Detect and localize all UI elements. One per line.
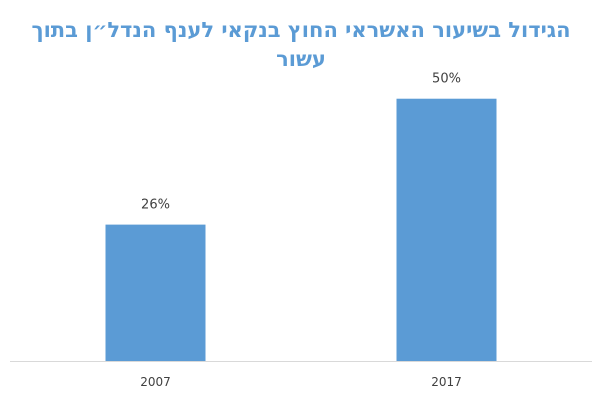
- bars-layer: [105, 98, 497, 361]
- data-label-2007: 26%: [141, 198, 170, 213]
- bar-2017: [396, 98, 497, 361]
- data-label-2017: 50%: [432, 72, 461, 87]
- data-labels-layer: 26% 50%: [141, 72, 461, 213]
- chart-title: הגידול בשיעור האשראי החוץ בנקאי לענף הנד…: [31, 18, 571, 71]
- bar-2007: [105, 224, 206, 361]
- x-tick-label-2017: 2017: [431, 375, 462, 389]
- category-labels-layer: 2007 2017: [140, 375, 462, 389]
- x-tick-label-2007: 2007: [140, 375, 171, 389]
